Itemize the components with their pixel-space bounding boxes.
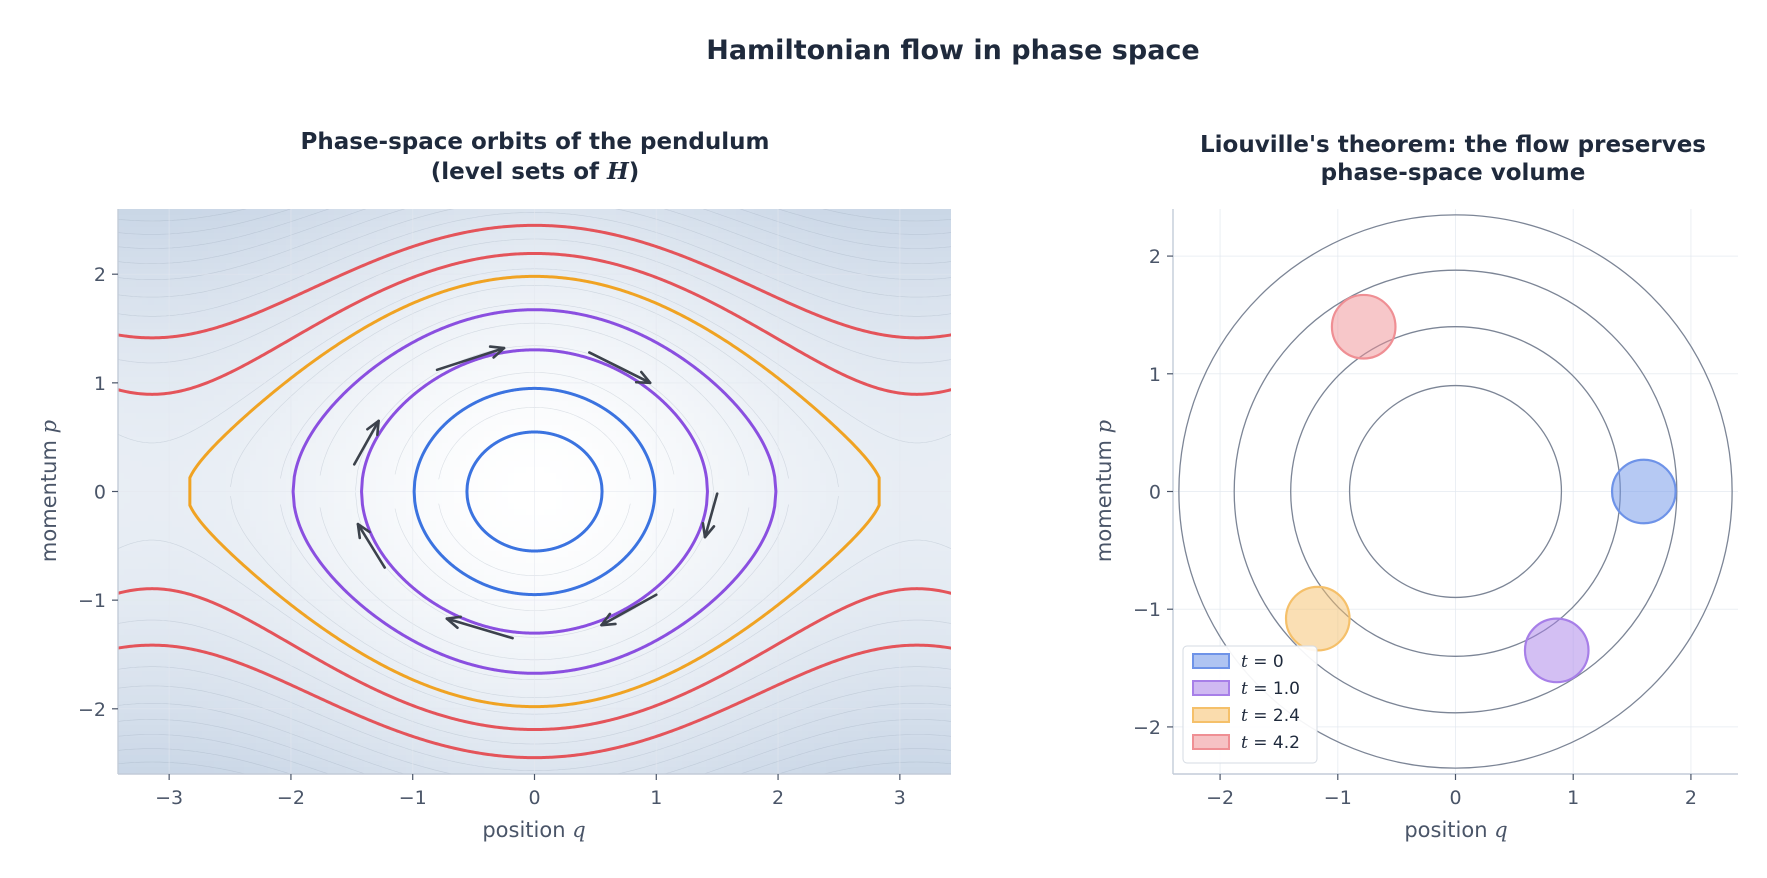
legend-swatch (1192, 707, 1230, 723)
right-x-axis-label: position q (1404, 818, 1507, 842)
left-panel-title-line1: Phase-space orbits of the pendulum (301, 129, 770, 155)
left-x-tick-label: −1 (399, 787, 427, 809)
orbit-rotation-5-upper (118, 251, 951, 396)
orbit-curves (118, 223, 951, 760)
legend-swatch (1192, 734, 1230, 750)
legend-frame (1182, 645, 1318, 764)
right-y-tick-label: −1 (1133, 599, 1161, 621)
circular-orbit-0 (1348, 384, 1563, 599)
left-panel-title-line2: (level sets of H) (431, 158, 640, 185)
orbit-rotation-6-upper (118, 223, 951, 340)
legend: t = 0 t = 1.0 t = 2.4 t = 4.2 (1182, 645, 1318, 764)
legend-item: t = 4.2 (1192, 733, 1300, 753)
left-y-tick-label: 0 (94, 482, 106, 504)
legend-item: t = 2.4 (1192, 706, 1300, 726)
right-y-axis-label: momentum p (1092, 420, 1116, 562)
left-y-tick-label: 1 (94, 373, 106, 395)
right-panel-title-line1: Liouville's theorem: the flow preserves (1200, 132, 1706, 158)
right-panel-title-line2: phase-space volume (1321, 160, 1586, 186)
legend-label: t = 0 (1241, 652, 1284, 672)
legend-swatch (1192, 680, 1230, 696)
left-y-tick-label: 2 (94, 264, 106, 286)
right-x-tick-label: 1 (1567, 787, 1579, 809)
left-axis-ticks: −3 −2 −1 0 1 2 3 −2 −1 0 1 2 (78, 264, 906, 809)
right-x-tick-label: −2 (1206, 787, 1234, 809)
legend-label: t = 1.0 (1241, 679, 1300, 699)
left-x-tick-label: −2 (277, 787, 305, 809)
flow-arrow-4 (445, 615, 514, 640)
orbit-libration-3 (291, 308, 778, 675)
left-x-tick-label: 3 (894, 787, 906, 809)
right-y-tick-label: 2 (1149, 246, 1161, 268)
left-y-tick-label: −2 (78, 699, 106, 721)
right-x-tick-label: 0 (1449, 787, 1461, 809)
figure-title: Hamiltonian flow in phase space (706, 35, 1200, 66)
phase-blob-0 (1610, 458, 1677, 525)
left-x-tick-label: 1 (650, 787, 662, 809)
circular-orbit-2 (1233, 269, 1678, 714)
left-x-tick-label: 0 (528, 787, 540, 809)
orbit-libration-0 (465, 430, 604, 553)
legend-item: t = 1.0 (1192, 679, 1300, 699)
left-x-axis-label: position q (482, 818, 585, 842)
flow-arrows (352, 345, 719, 640)
phase-volume-blobs (1284, 293, 1677, 684)
right-y-tick-label: 1 (1149, 364, 1161, 386)
right-x-tick-label: 2 (1685, 787, 1697, 809)
orbit-separatrix-4 (188, 274, 881, 709)
orbit-rotation-6-lower (118, 643, 951, 760)
flow-arrow-6 (352, 419, 380, 466)
orbit-libration-2 (360, 348, 709, 635)
flow-arrow-0 (435, 345, 506, 372)
phase-blob-2 (1284, 585, 1351, 652)
right-x-tick-label: −1 (1324, 787, 1352, 809)
left-y-axis-label: momentum p (37, 420, 61, 562)
legend-swatch (1192, 653, 1230, 669)
right-y-tick-label: 0 (1149, 482, 1161, 504)
phase-blob-3 (1330, 293, 1397, 360)
liouville-panel: Liouville's theorem: the flow preserves … (1092, 132, 1738, 842)
legend-item: t = 0 (1192, 652, 1284, 672)
orbit-rotation-5-lower (118, 587, 951, 732)
flow-arrow-5 (356, 522, 387, 569)
phase-orbits-panel: Phase-space orbits of the pendulum (leve… (37, 129, 951, 842)
circular-orbit-3 (1178, 214, 1733, 769)
left-y-tick-label: −1 (78, 590, 106, 612)
left-x-tick-label: −3 (155, 787, 183, 809)
right-axis-ticks: −2 −1 0 1 2 −2 −1 0 1 2 (1133, 246, 1697, 809)
phase-blob-1 (1523, 617, 1590, 684)
orbit-libration-1 (412, 386, 657, 597)
right-y-tick-label: −2 (1133, 717, 1161, 739)
legend-label: t = 2.4 (1241, 706, 1300, 726)
flow-arrow-2 (701, 492, 719, 539)
flow-arrow-3 (600, 593, 658, 627)
left-x-tick-label: 2 (772, 787, 784, 809)
flow-arrow-1 (588, 351, 652, 385)
legend-label: t = 4.2 (1241, 733, 1300, 753)
